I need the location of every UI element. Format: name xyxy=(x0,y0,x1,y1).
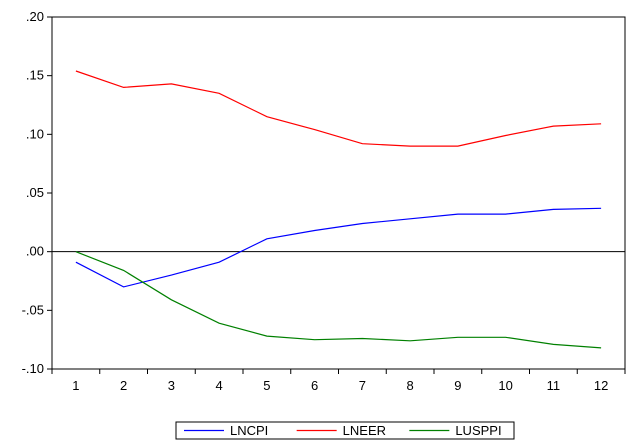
series-line-lusppi xyxy=(75,251,602,349)
x-tick-label: 3 xyxy=(168,378,175,393)
legend-label-lncpi: LNCPI xyxy=(230,423,268,438)
x-tick-label: 8 xyxy=(407,378,414,393)
y-tick-label: -.10 xyxy=(22,361,44,376)
legend-label-lusppi: LUSPPI xyxy=(455,423,501,438)
y-axis: .20 .15 .10 .05 .00 -.05 -.10 xyxy=(22,9,52,376)
series-layer xyxy=(75,70,602,349)
series-line-lncpi xyxy=(75,207,602,288)
x-tick-label: 5 xyxy=(263,378,270,393)
y-tick-label: -.05 xyxy=(22,302,44,317)
x-axis: 1 2 3 4 5 6 7 8 9 10 11 12 xyxy=(51,369,626,393)
y-tick-label: .20 xyxy=(26,9,44,24)
y-tick-label: .00 xyxy=(26,244,44,259)
y-tick-label: .15 xyxy=(26,68,44,83)
x-tick-label: 12 xyxy=(594,378,608,393)
x-tick-label: 2 xyxy=(120,378,127,393)
x-tick-label: 11 xyxy=(547,378,561,393)
y-tick-label: .05 xyxy=(26,185,44,200)
plot-frame xyxy=(51,16,626,370)
x-tick-label: 7 xyxy=(359,378,366,393)
legend: LNCPI LNEER LUSPPI xyxy=(175,421,515,440)
x-tick-label: 6 xyxy=(311,378,318,393)
legend-box xyxy=(175,421,515,440)
x-tick-label: 10 xyxy=(498,378,512,393)
legend-label-lneer: LNEER xyxy=(343,423,386,438)
series-line-lneer xyxy=(75,70,602,147)
x-tick-label: 1 xyxy=(72,378,79,393)
x-tick-label: 4 xyxy=(216,378,223,393)
x-tick-label: 9 xyxy=(454,378,461,393)
y-tick-label: .10 xyxy=(26,126,44,141)
